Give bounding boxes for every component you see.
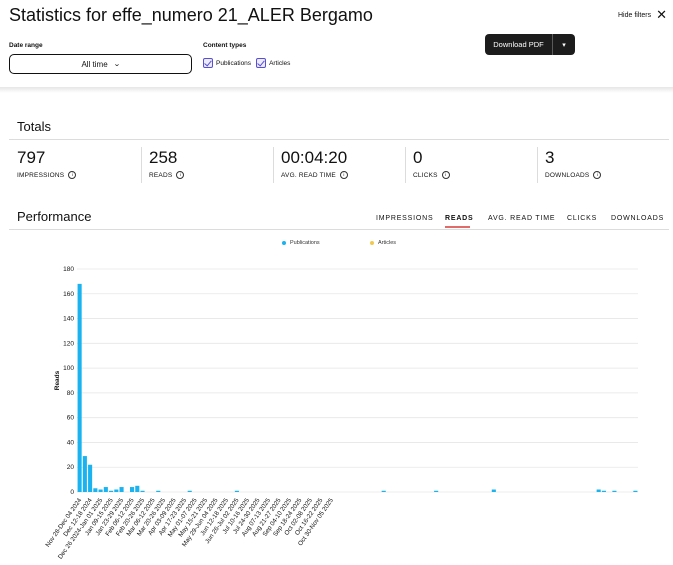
tab-downloads[interactable]: DOWNLOADS	[611, 215, 665, 222]
performance-divider	[9, 229, 669, 230]
metric-label: READS	[149, 171, 173, 179]
page-title: Statistics for effe_numero 21_ALER Berga…	[9, 5, 373, 25]
y-tick-label: 40	[67, 439, 75, 446]
metric-value: 258	[149, 148, 178, 167]
bar	[114, 489, 119, 492]
hide-filters-button[interactable]: Hide filters ✕	[618, 7, 667, 22]
y-axis-label: Reads	[54, 370, 61, 390]
legend-publications[interactable]: Publications	[282, 240, 320, 246]
legend-swatch	[282, 241, 286, 245]
y-tick-label: 80	[67, 390, 75, 397]
bar	[381, 490, 386, 492]
metric-clicks: 0 CLICKS i	[413, 148, 450, 179]
metric-value: 0	[413, 148, 423, 167]
bar	[82, 456, 87, 492]
tab-clicks[interactable]: CLICKS	[567, 215, 598, 222]
bar	[88, 464, 93, 492]
content-types-label: Content types	[203, 42, 247, 49]
tab-avg-read-time[interactable]: AVG. READ TIME	[488, 215, 556, 222]
date-range-label: Date range	[9, 42, 43, 49]
legend-swatch	[370, 241, 374, 245]
metric-divider	[273, 147, 274, 183]
bar	[93, 488, 98, 492]
bar	[130, 487, 135, 492]
metric-downloads: 3 DOWNLOADS i	[545, 148, 602, 179]
metric-value: 00:04:20	[281, 148, 348, 167]
bar	[103, 487, 108, 492]
performance-title: Performance	[17, 209, 92, 224]
totals-divider	[9, 139, 669, 140]
info-icon[interactable]: i	[593, 171, 602, 179]
close-icon: ✕	[656, 7, 667, 22]
y-tick-label: 120	[63, 340, 74, 347]
y-tick-label: 0	[70, 489, 74, 496]
filter-panel-shadow	[0, 87, 673, 93]
metric-reads: 258 READS i	[149, 148, 185, 179]
bar	[98, 489, 103, 492]
y-tick-label: 180	[63, 266, 74, 273]
info-icon[interactable]: i	[176, 171, 185, 179]
info-icon[interactable]: i	[339, 171, 348, 179]
y-tick-label: 60	[67, 415, 75, 422]
y-tick-label: 20	[67, 464, 75, 471]
metric-divider	[537, 147, 538, 183]
bar	[109, 490, 114, 492]
publications-checkbox-label: Publications	[216, 59, 252, 67]
metric-impressions: 797 IMPRESSIONS i	[17, 148, 77, 179]
metric-divider	[405, 147, 406, 183]
bar	[156, 490, 161, 492]
bar	[77, 283, 82, 492]
download-pdf-button[interactable]: Download PDF	[493, 40, 544, 49]
chevron-down-icon: ⌄	[112, 61, 121, 68]
bar	[140, 490, 145, 492]
info-icon[interactable]: i	[441, 171, 450, 179]
download-pdf-split-button: Download PDF ▾	[485, 34, 575, 55]
articles-checkbox[interactable]	[256, 58, 267, 68]
bar	[135, 485, 140, 492]
metric-label: CLICKS	[413, 171, 438, 179]
tab-impressions[interactable]: IMPRESSIONS	[376, 215, 434, 222]
metric-label: IMPRESSIONS	[17, 171, 65, 179]
articles-checkbox-label: Articles	[269, 59, 291, 67]
y-tick-label: 160	[63, 291, 74, 298]
date-range-value: All time	[81, 59, 108, 69]
bar	[601, 490, 606, 492]
bar	[612, 490, 617, 492]
active-tab-indicator	[445, 226, 470, 228]
y-tick-label: 140	[63, 316, 74, 323]
metric-label: DOWNLOADS	[545, 171, 590, 179]
info-icon[interactable]: i	[68, 171, 77, 179]
content-types-group: Publications Articles	[203, 58, 290, 68]
metric-avg-read-time: 00:04:20 AVG. READ TIME i	[281, 148, 348, 179]
bar	[633, 490, 638, 492]
bar	[434, 490, 439, 492]
totals-title: Totals	[17, 119, 51, 134]
metric-value: 3	[545, 148, 555, 167]
y-tick-label: 100	[63, 365, 74, 372]
legend-label: Publications	[290, 240, 320, 246]
metric-divider	[141, 147, 142, 183]
publications-checkbox[interactable]	[203, 58, 213, 68]
bar	[187, 490, 192, 492]
tab-reads[interactable]: READS	[445, 215, 474, 222]
split-divider	[552, 34, 553, 55]
bar	[596, 489, 601, 492]
legend-label: Articles	[378, 240, 397, 246]
date-range-select[interactable]: All time ⌄	[9, 54, 192, 74]
bar	[491, 489, 496, 492]
bar	[234, 490, 239, 492]
metric-value: 797	[17, 148, 46, 167]
legend-articles[interactable]: Articles	[370, 240, 396, 246]
hide-filters-label: Hide filters	[618, 11, 652, 19]
chevron-down-icon[interactable]: ▾	[562, 41, 566, 49]
bar	[119, 487, 124, 492]
metric-label: AVG. READ TIME	[281, 171, 336, 179]
